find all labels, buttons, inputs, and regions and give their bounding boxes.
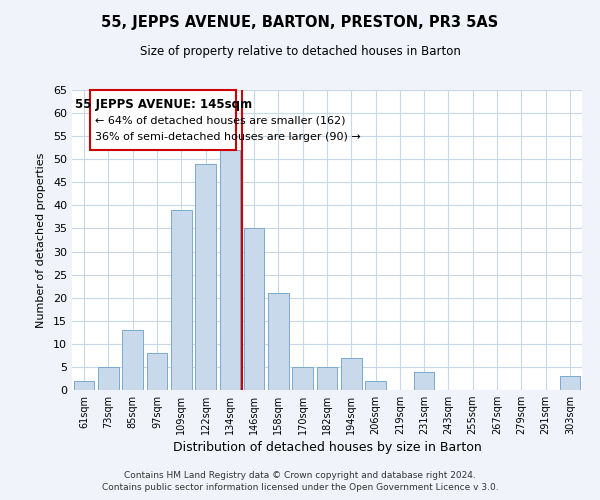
Bar — [146, 353, 167, 390]
Text: Size of property relative to detached houses in Barton: Size of property relative to detached ho… — [140, 45, 460, 58]
Text: 36% of semi-detached houses are larger (90) →: 36% of semi-detached houses are larger (… — [95, 132, 361, 141]
Text: 55, JEPPS AVENUE, BARTON, PRESTON, PR3 5AS: 55, JEPPS AVENUE, BARTON, PRESTON, PR3 5… — [101, 15, 499, 30]
Y-axis label: Number of detached properties: Number of detached properties — [36, 152, 46, 328]
Bar — [268, 293, 289, 390]
Text: 55 JEPPS AVENUE: 145sqm: 55 JEPPS AVENUE: 145sqm — [74, 98, 251, 112]
Text: Contains HM Land Registry data © Crown copyright and database right 2024.: Contains HM Land Registry data © Crown c… — [124, 471, 476, 480]
Bar — [317, 367, 337, 390]
Bar — [98, 367, 119, 390]
Bar — [341, 358, 362, 390]
Bar — [560, 376, 580, 390]
Text: Contains public sector information licensed under the Open Government Licence v : Contains public sector information licen… — [101, 484, 499, 492]
Bar — [171, 210, 191, 390]
Bar — [220, 150, 240, 390]
Bar — [244, 228, 265, 390]
Bar — [414, 372, 434, 390]
X-axis label: Distribution of detached houses by size in Barton: Distribution of detached houses by size … — [173, 442, 481, 454]
Bar — [74, 381, 94, 390]
Bar — [365, 381, 386, 390]
Bar — [122, 330, 143, 390]
FancyBboxPatch shape — [90, 90, 236, 150]
Bar — [195, 164, 216, 390]
Bar — [292, 367, 313, 390]
Text: ← 64% of detached houses are smaller (162): ← 64% of detached houses are smaller (16… — [95, 116, 346, 126]
